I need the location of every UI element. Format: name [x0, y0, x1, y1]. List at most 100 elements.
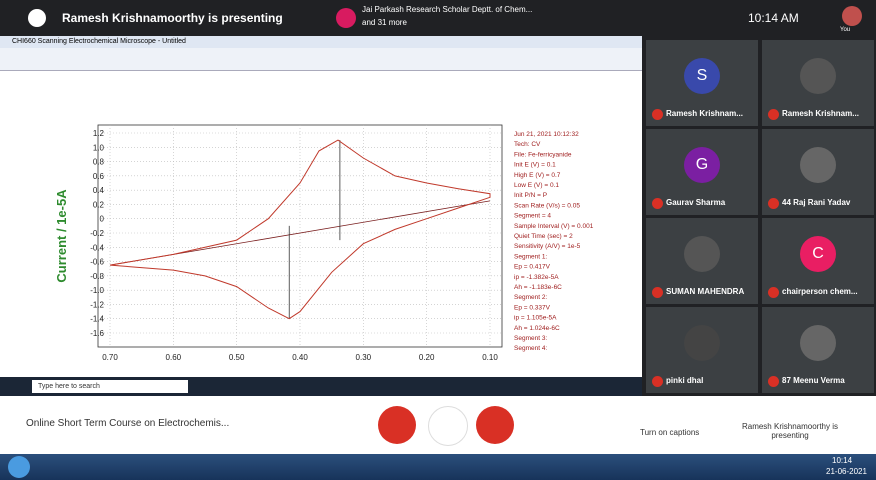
participant-tile[interactable]: S Ramesh Krishnam...: [646, 40, 758, 126]
info-line: Segment 2:: [514, 294, 547, 301]
muted-icon: [652, 376, 663, 387]
page: {"header":{"presenter":"Ramesh Krishnamo…: [0, 0, 876, 480]
info-line: Sensitivity (A/V) = 1e-5: [514, 243, 581, 250]
participant-tile[interactable]: SUMAN MAHENDRA: [646, 218, 758, 304]
x-tick-label: 0.50: [229, 353, 245, 362]
toolbar: [0, 48, 642, 71]
cv-curve: [110, 140, 490, 319]
info-line: Segment 3:: [514, 335, 547, 342]
avatar: [684, 236, 720, 272]
captions-button[interactable]: Turn on captions: [640, 428, 699, 437]
participant-name: Ramesh Krishnam...: [666, 109, 743, 118]
info-line: Segment 4:: [514, 345, 547, 352]
y-tick-label: -1.4: [90, 315, 104, 324]
presenter-icon: [28, 9, 46, 27]
y-tick-label: -0.6: [90, 258, 104, 267]
x-tick-label: 0.20: [419, 353, 435, 362]
participant-tile[interactable]: 87 Meenu Verma: [762, 307, 874, 393]
muted-icon: [768, 376, 779, 387]
chat-avatar: [336, 8, 356, 28]
shared-screen: CHI660 Scanning Electrochemical Microsco…: [0, 36, 642, 396]
participant-name: 87 Meenu Verma: [782, 376, 845, 385]
avatar: [800, 58, 836, 94]
presenter-text: Ramesh Krishnamoorthy is presenting: [62, 11, 283, 25]
info-line: Segment 1:: [514, 253, 547, 260]
participant-name: Gaurav Sharma: [666, 198, 725, 207]
y-tick-label: 1.2: [93, 129, 105, 138]
control-bar: Online Short Term Course on Electrochemi…: [0, 396, 876, 454]
avatar: [800, 147, 836, 183]
self-avatar: [842, 6, 862, 26]
avatar: [800, 325, 836, 361]
muted-icon: [652, 198, 663, 209]
muted-icon: [768, 287, 779, 298]
info-line: Segment = 4: [514, 213, 551, 220]
info-line: Sample Interval (V) = 0.001: [514, 223, 594, 230]
x-tick-label: 0.70: [102, 353, 118, 362]
participant-tile[interactable]: pinki dhal: [646, 307, 758, 393]
x-tick-label: 0.30: [356, 353, 372, 362]
camera-button[interactable]: [476, 406, 514, 444]
info-line: ip = 1.105e-5A: [514, 315, 557, 322]
avatar: G: [684, 147, 720, 183]
meeting-name[interactable]: Online Short Term Course on Electrochemi…: [26, 418, 229, 429]
top-bar: Ramesh Krishnamoorthy is presenting Jai …: [0, 0, 876, 36]
participants-panel: S Ramesh Krishnam... Ramesh Krishnam... G Ga…: [642, 36, 876, 396]
participant-name: 44 Raj Rani Yadav: [782, 198, 850, 207]
y-tick-label: 0: [100, 215, 105, 224]
info-line: Quiet Time (sec) = 2: [514, 233, 573, 240]
search-box[interactable]: Type here to search: [32, 380, 188, 393]
chat-more: and 31 more: [362, 18, 407, 27]
inner-taskbar: Type here to search: [0, 377, 642, 396]
participant-tile[interactable]: G Gaurav Sharma: [646, 129, 758, 215]
mic-button[interactable]: [378, 406, 416, 444]
y-tick-label: -0.2: [90, 229, 104, 238]
self-label: You: [840, 27, 850, 33]
participant-name: pinki dhal: [666, 376, 703, 385]
task-time: 10:14: [832, 456, 852, 465]
cv-chart: 1.21.00.80.60.40.20-0.2-0.4-0.6-0.8-1.0-…: [0, 70, 642, 396]
y-tick-label: 0.8: [93, 158, 105, 167]
muted-icon: [652, 287, 663, 298]
x-tick-label: 0.40: [292, 353, 308, 362]
clock: 10:14 AM: [748, 11, 799, 25]
presenting-button[interactable]: Ramesh Krishnamoorthy is presenting: [730, 422, 850, 440]
info-line: Tech: CV: [514, 141, 541, 148]
muted-icon: [768, 198, 779, 209]
participant-tile[interactable]: Ramesh Krishnam...: [762, 40, 874, 126]
info-line: Init E (V) = 0.1: [514, 162, 556, 169]
participant-name: chairperson chem...: [782, 287, 858, 296]
x-tick-label: 0.60: [166, 353, 182, 362]
participant-name: Ramesh Krishnam...: [782, 109, 859, 118]
info-line: Init P/N = P: [514, 192, 547, 199]
info-line: Ah = 1.024e-6C: [514, 325, 560, 332]
task-date: 21-06-2021: [826, 467, 867, 476]
participant-name: SUMAN MAHENDRA: [666, 287, 744, 296]
avatar: C: [800, 236, 836, 272]
x-tick-label: 0.10: [482, 353, 498, 362]
info-line: ip = -1.382e-5A: [514, 274, 559, 281]
y-tick-label: -0.8: [90, 272, 104, 281]
y-tick-label: -1.0: [90, 286, 104, 295]
avatar: S: [684, 58, 720, 94]
start-button[interactable]: [8, 456, 30, 478]
window-title: CHI660 Scanning Electrochemical Microsco…: [0, 36, 642, 48]
info-line: Scan Rate (V/s) = 0.05: [514, 202, 580, 209]
info-line: Jun 21, 2021 10:12:32: [514, 131, 579, 138]
y-tick-label: 0.6: [93, 172, 105, 181]
y-tick-label: 0.2: [93, 200, 105, 209]
info-line: Ah = -1.183e-6C: [514, 284, 562, 291]
hangup-button[interactable]: [428, 406, 468, 446]
participant-tile[interactable]: 44 Raj Rani Yadav: [762, 129, 874, 215]
y-tick-label: -1.2: [90, 300, 104, 309]
y-tick-label: 1.0: [93, 143, 105, 152]
info-line: High E (V) = 0.7: [514, 172, 561, 179]
taskbar: 10:14 21-06-2021: [0, 454, 876, 480]
chat-preview: Jai Parkash Research Scholar Deptt. of C…: [362, 5, 572, 14]
info-line: Ep = 0.337V: [514, 304, 551, 311]
y-tick-label: -1.6: [90, 329, 104, 338]
avatar: [684, 325, 720, 361]
info-line: File: Fe-ferricyanide: [514, 151, 572, 158]
info-line: Ep = 0.417V: [514, 264, 551, 271]
